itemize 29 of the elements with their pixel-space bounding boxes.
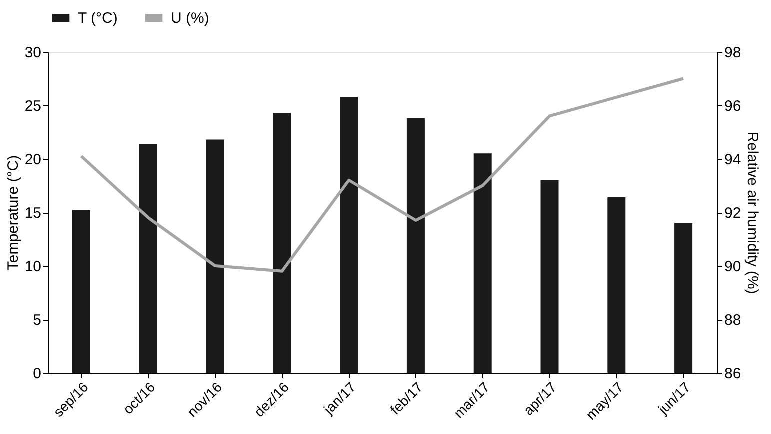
bar <box>273 112 292 373</box>
y-tick-label: 15 <box>24 205 42 222</box>
y-tick-label: 5 <box>33 312 42 329</box>
bar <box>139 144 158 373</box>
y2-tick-label: 90 <box>724 258 742 276</box>
y-tick-label: 20 <box>24 152 42 168</box>
legend-label: T (°C) <box>78 10 118 27</box>
y2-tick-label: 92 <box>724 205 742 222</box>
y2-tick-label: 98 <box>724 44 742 62</box>
line-series <box>80 77 686 273</box>
y-axis-title: Temperature (°C) <box>4 155 22 271</box>
y2-tick-label: 86 <box>724 366 742 382</box>
bar <box>540 180 559 373</box>
bar <box>474 154 492 373</box>
bar <box>206 140 224 373</box>
bar <box>72 210 90 373</box>
bar <box>674 223 693 373</box>
bar <box>340 96 358 373</box>
legend-label: U (%) <box>171 10 210 27</box>
y2-tick-label: 88 <box>724 312 742 329</box>
y2-tick-label: 96 <box>724 98 742 115</box>
y-tick-label: 10 <box>24 258 42 276</box>
bar <box>406 118 425 373</box>
y2-axis-title: Relative air humidity (%) <box>744 132 762 294</box>
y2-tick-label: 94 <box>724 152 742 168</box>
bar <box>608 198 626 373</box>
y-tick-label: 0 <box>33 366 42 382</box>
y-tick-label: 25 <box>24 98 42 115</box>
y-tick-label: 30 <box>24 44 42 62</box>
